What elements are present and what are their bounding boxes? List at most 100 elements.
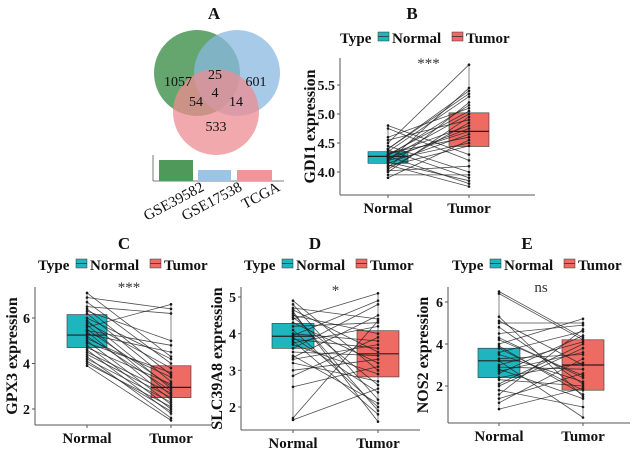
point-normal (291, 418, 295, 422)
venn-gse39582-gse17538: 25 (208, 68, 222, 83)
pair-line (86, 317, 172, 360)
pair-line (387, 139, 470, 179)
pair-line (292, 344, 379, 375)
pair-line (292, 358, 379, 371)
bar-label-tcga: TCGA (239, 179, 283, 212)
pair-line (292, 322, 379, 327)
pair-line (86, 358, 172, 403)
pair-line (498, 331, 584, 353)
pair-line (387, 110, 470, 155)
legend-label-tumor: Tumor (370, 258, 414, 274)
bar-gse17538 (198, 170, 231, 181)
pair-line (387, 164, 470, 187)
pair-line (292, 340, 379, 415)
legend-label-tumor: Tumor (164, 258, 208, 274)
pair-line (387, 133, 470, 164)
pair-line (292, 320, 379, 419)
pair-line (498, 326, 584, 385)
legend-label-normal: Normal (392, 31, 441, 47)
pair-line (292, 366, 379, 388)
pair-line (86, 342, 172, 373)
pair-line (498, 352, 584, 372)
bar-gse39582 (159, 160, 193, 181)
point-normal (85, 364, 89, 368)
pair-line (86, 310, 172, 342)
pair-line (387, 128, 470, 160)
pair-line (498, 379, 584, 387)
pair-line (387, 155, 470, 184)
pair-line (498, 341, 584, 366)
y-tick-label: 5.0 (318, 108, 336, 123)
pair-line (498, 320, 584, 366)
panel-b: B Type Normal Tumor 4.0 4.5 5.0 5.5 Normal Tumor G… (302, 4, 535, 217)
y-tick-label: 4 (436, 338, 443, 353)
pair-line (86, 356, 172, 419)
bar-tcga (237, 170, 272, 181)
venn-gse17538-tcga: 14 (229, 95, 243, 110)
venn-all-three: 4 (212, 86, 219, 101)
pair-line (498, 337, 584, 378)
significance-label: * (332, 283, 340, 299)
pair-line (292, 309, 379, 353)
legend-title: Type (452, 258, 484, 274)
y-axis-label: SLC39A8 expression (209, 287, 226, 429)
y-tick-label: 4.5 (318, 137, 336, 152)
legend-label-normal: Normal (90, 258, 139, 274)
y-tick-label: 4.0 (318, 166, 336, 181)
panel-title: E (521, 234, 532, 253)
pair-line (498, 360, 584, 418)
pair-line (387, 165, 470, 172)
x-tick-label-normal: Normal (62, 431, 111, 447)
pair-line (498, 324, 584, 334)
point-normal (497, 407, 501, 411)
pair-line (387, 161, 470, 182)
legend-title: Type (340, 31, 372, 47)
y-tick-label: 5.5 (318, 79, 336, 94)
pair-line (86, 330, 172, 346)
panel-d: D Type Normal Tumor 2 3 4 5 Normal Tumor SLC39A8 e… (209, 234, 420, 452)
legend-label-tumor: Tumor (578, 258, 622, 274)
y-tick-label: 4 (229, 328, 236, 343)
pair-line (387, 149, 470, 179)
pair-line (86, 344, 172, 410)
legend-label-normal: Normal (504, 258, 553, 274)
point-normal (386, 124, 390, 127)
significance-label: ns (534, 280, 548, 296)
significance-label: *** (118, 280, 141, 296)
pair-line (387, 96, 470, 153)
pair-line (292, 292, 379, 320)
pair-line (292, 344, 379, 360)
panel-a-title: A (208, 4, 221, 23)
pair-line (292, 388, 379, 421)
pair-line (86, 301, 172, 364)
pair-line (387, 64, 470, 144)
y-tick-label: 6 (436, 296, 443, 311)
pair-line (498, 345, 584, 395)
y-tick-label: 2 (229, 401, 236, 416)
x-tick-label-tumor: Tumor (149, 431, 193, 447)
pair-line (86, 351, 172, 394)
pair-line (86, 333, 172, 353)
y-axis-label: NOS2 expression (415, 297, 432, 414)
pair-line (498, 358, 584, 404)
legend-title: Type (244, 258, 276, 274)
pair-line (86, 354, 172, 398)
pair-line (292, 351, 379, 357)
pair-line (498, 291, 584, 339)
x-tick-label-normal: Normal (268, 436, 317, 452)
x-tick-label-normal: Normal (474, 429, 523, 445)
pair-line (387, 119, 470, 141)
venn-only-gse17538: 601 (246, 75, 267, 90)
pair-line (86, 308, 172, 376)
panel-title: C (118, 234, 130, 253)
y-tick-label: 5 (229, 291, 236, 306)
y-axis-label: GPX3 expression (4, 297, 21, 415)
panel-a: A 1057 25 601 4 54 14 533 GSE39582 GSE17… (141, 4, 284, 224)
pair-line (292, 307, 379, 320)
pair-line (387, 122, 470, 170)
x-tick-label-tumor: Tumor (356, 436, 400, 452)
pair-line (86, 292, 172, 357)
pair-line (387, 102, 470, 168)
pair-line (292, 336, 379, 377)
pair-line (387, 113, 470, 160)
